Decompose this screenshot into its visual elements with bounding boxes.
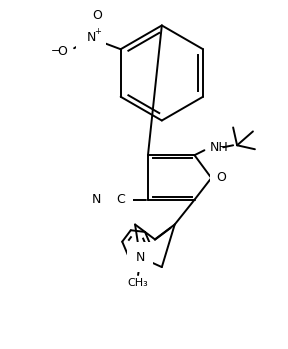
Text: +: + [94,27,101,36]
Text: O: O [92,9,102,22]
Text: N: N [92,193,101,206]
Text: NH: NH [209,141,228,154]
Text: −: − [51,46,60,56]
Text: C: C [116,193,125,206]
Text: CH₃: CH₃ [128,278,148,288]
Text: N: N [86,31,96,44]
Text: O: O [57,45,67,58]
Text: O: O [216,171,226,185]
Text: N: N [135,251,145,264]
